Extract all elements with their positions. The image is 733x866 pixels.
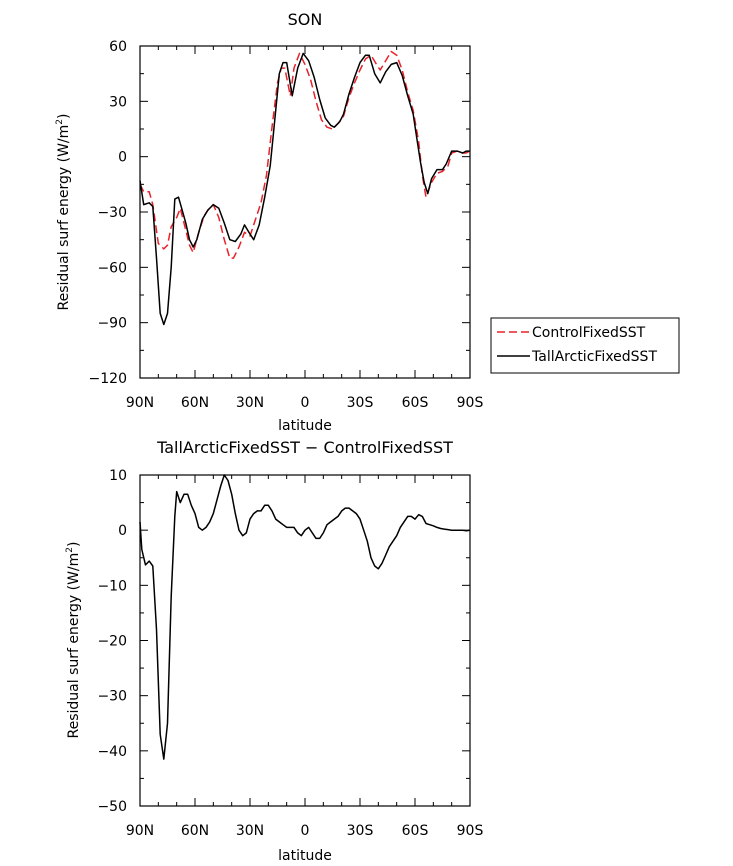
top-x-tick-label: 30S [347,395,374,411]
top-y-tick-label: 0 [118,150,127,166]
legend: ControlFixedSST TallArcticFixedSST [490,317,680,374]
top-series-line-controlfixedsst [139,50,471,259]
bottom-chart-title: TallArcticFixedSST − ControlFixedSST [156,438,453,457]
top-y-axis-label-close: ) [56,114,72,119]
top-x-tick-label: 30N [236,395,264,411]
bottom-x-tick-label: 30N [236,823,264,839]
bottom-y-tick-label: −20 [97,634,127,650]
top-plot-frame [139,45,471,379]
bottom-y-tick-label: −50 [97,799,127,815]
bottom-x-tick-label: 90N [126,823,154,839]
top-x-tick-label: 90N [126,395,154,411]
bottom-x-tick-label: 90S [457,823,484,839]
legend-label-control: ControlFixedSST [532,325,646,341]
top-x-tick-label: 0 [301,395,310,411]
top-y-tick-label: 30 [109,94,127,110]
legend-label-tallarctic: TallArcticFixedSST [531,349,657,365]
top-y-tick-label: −120 [89,371,127,387]
top-y-tick-label: −30 [97,205,127,221]
top-series-line-tallarcticfixedsst [139,52,470,326]
top-x-tick-label: 60N [181,395,209,411]
top-y-axis-label-sup: 2 [55,119,65,125]
bottom-x-tick-label: 60S [402,823,429,839]
bottom-y-tick-label: −10 [97,578,127,594]
top-x-tick-label: 60S [402,395,429,411]
top-x-tick-label: 90S [457,395,484,411]
bottom-plot-frame [139,474,471,807]
legend-box [490,317,680,374]
top-chart: SON 60 30 0 −30 −60 −90 −120 90N 60N 30N 0 30S 60S 90… [55,10,483,434]
top-y-tick-label: 60 [109,39,127,55]
bottom-y-tick-label: −40 [97,744,127,760]
top-y-axis-label: Residual surf energy (W/m2) [55,114,72,311]
bottom-x-tick-label: 0 [301,823,310,839]
top-y-tick-label: −60 [97,260,127,276]
bottom-y-tick-label: −30 [97,689,127,705]
top-x-axis-label: latitude [278,418,332,434]
bottom-y-tick-label: 0 [118,523,127,539]
bottom-x-axis-label: latitude [278,848,332,864]
top-chart-title: SON [288,10,323,29]
top-y-tick-label: −90 [97,316,127,332]
bottom-x-tick-label: 60N [181,823,209,839]
top-y-axis-label-main: Residual surf energy (W/m [56,125,72,311]
bottom-y-axis-label-sup: 2 [65,547,75,553]
bottom-y-axis-label-main: Residual surf energy (W/m [66,553,82,739]
bottom-x-tick-label: 30S [347,823,374,839]
bottom-y-tick-label: 10 [109,468,127,484]
bottom-y-axis-label: Residual surf energy (W/m2) [65,542,82,739]
bottom-series-line-difference [139,474,471,760]
bottom-chart: TallArcticFixedSST − ControlFixedSST 10 0… [65,438,483,864]
bottom-y-axis-label-close: ) [66,542,82,547]
